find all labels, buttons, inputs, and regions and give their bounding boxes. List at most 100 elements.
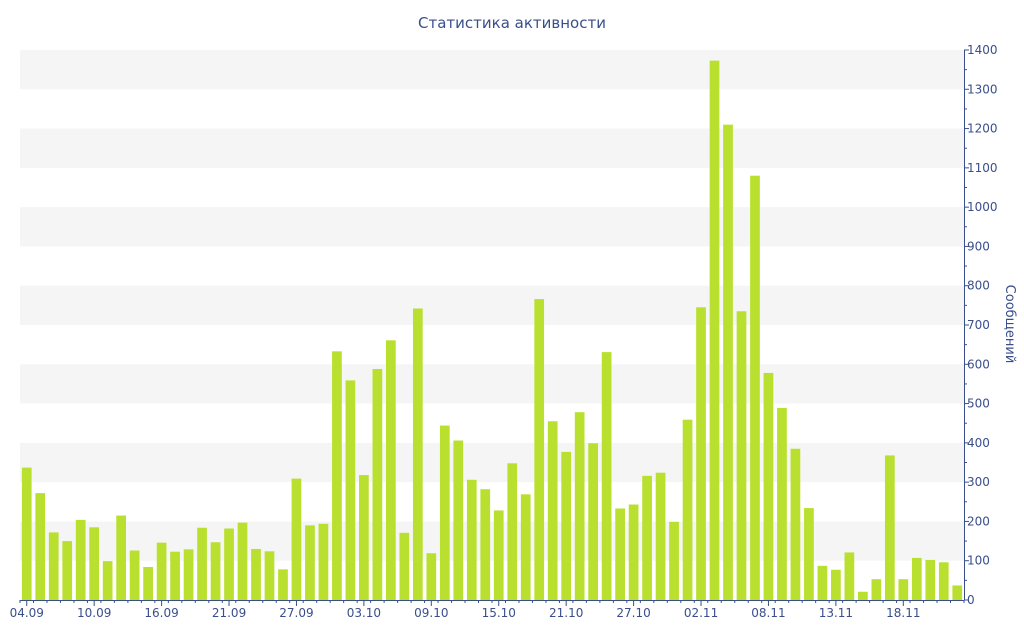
bar [588,443,598,600]
y-tick-label: 400 [967,436,990,450]
y-tick-label: 300 [967,475,990,489]
x-tick-label: 15.10 [482,606,516,620]
bar [372,369,383,600]
bar [48,532,59,600]
y-tick-label: 1000 [967,200,998,214]
bar [75,519,86,600]
bar [426,553,437,600]
bar [62,541,73,600]
bar [763,372,774,600]
bar [871,579,882,600]
bar [709,60,720,601]
bar [844,552,855,600]
grid-band [20,442,964,483]
bar [547,421,558,600]
bar [412,308,423,600]
y-axis-label: Сообщений [1002,285,1017,364]
bar [116,515,126,600]
x-tick-label: 16.09 [144,606,178,620]
x-tick-label: 21.09 [212,606,246,620]
bar [561,451,572,600]
bar [264,551,275,600]
bar [682,419,693,600]
grid-band [20,285,964,325]
bar [858,591,868,600]
x-tick-label: 08.11 [751,606,785,620]
grid-band [20,128,964,168]
x-tick-label: 09.10 [414,606,448,620]
x-tick-label: 03.10 [347,606,381,620]
x-tick-label: 13.11 [819,606,853,620]
bar [507,463,518,600]
bar [291,478,302,600]
x-axis-ticks: 04.09 10.09 16.09 21.09 27.09 03.10 09.10 15.10… [10,600,965,620]
bar [439,425,450,600]
bar [359,475,369,600]
bar [89,527,100,600]
bar [534,299,545,600]
bar [183,549,194,600]
bar [804,508,814,600]
bar [197,527,207,600]
bar [817,565,828,600]
bar [520,494,531,600]
bar [480,489,491,600]
y-tick-label: 1100 [967,161,998,175]
bar [655,472,666,600]
bar [750,175,760,600]
bar [143,567,153,600]
x-tick-label: 21.10 [549,606,583,620]
grid-band [20,50,964,90]
bar [237,522,248,600]
bar-series [21,60,963,601]
bar [642,475,652,600]
grid-band [20,207,964,247]
bar [453,440,464,600]
x-tick-label: 27.09 [279,606,313,620]
y-tick-label: 800 [967,279,990,293]
y-axis-ticks: 0 100 200 300 400 500 600 700 800 900 1000 1100 1200… [964,43,998,607]
x-tick-label: 18.11 [886,606,920,620]
bar [399,532,410,600]
y-tick-label: 1400 [967,43,998,57]
bar [938,562,949,600]
bar [628,504,639,600]
x-tick-label: 27.10 [616,606,650,620]
y-tick-label: 1200 [967,122,998,136]
chart-title: Статистика активности [418,14,606,32]
bar [925,559,936,600]
bar [210,542,221,600]
bar [601,352,612,600]
bar [911,557,922,600]
bar [35,493,46,600]
bar [345,380,356,600]
y-tick-label: 700 [967,318,990,332]
bar [156,542,167,600]
x-tick-label: 02.11 [684,606,718,620]
bar [21,467,32,600]
bar [777,407,787,600]
grid-bands [20,50,964,561]
y-tick-label: 0 [967,593,975,607]
bar [386,340,396,600]
y-tick-label: 1300 [967,82,998,96]
bar [493,510,504,600]
bar [669,521,679,600]
y-tick-label: 200 [967,514,990,528]
bar [615,508,625,600]
bar [332,351,342,600]
bar [952,585,963,600]
bar [224,528,234,600]
bar [736,311,747,600]
bar [102,561,113,600]
x-tick-label: 04.09 [10,606,44,620]
bar [251,548,261,600]
bar [790,448,801,600]
bar [305,525,315,600]
bar [574,412,585,600]
bar [129,550,140,600]
x-tick-label: 10.09 [77,606,111,620]
y-tick-label: 100 [967,554,990,568]
